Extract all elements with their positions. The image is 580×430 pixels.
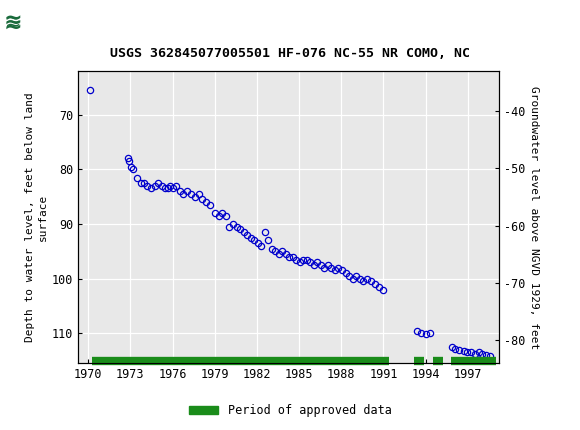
Text: USGS: USGS	[58, 14, 113, 31]
Text: ≋: ≋	[4, 12, 23, 33]
Text: ≋: ≋	[5, 13, 21, 32]
FancyBboxPatch shape	[5, 4, 57, 41]
Text: USGS 362845077005501 HF-076 NC-55 NR COMO, NC: USGS 362845077005501 HF-076 NC-55 NR COM…	[110, 47, 470, 60]
Y-axis label: Groundwater level above NGVD 1929, feet: Groundwater level above NGVD 1929, feet	[529, 86, 539, 349]
Bar	[3, 3, 52, 42]
Legend: Period of approved data: Period of approved data	[184, 399, 396, 422]
Y-axis label: Depth to water level, feet below land
surface: Depth to water level, feet below land su…	[25, 92, 48, 342]
